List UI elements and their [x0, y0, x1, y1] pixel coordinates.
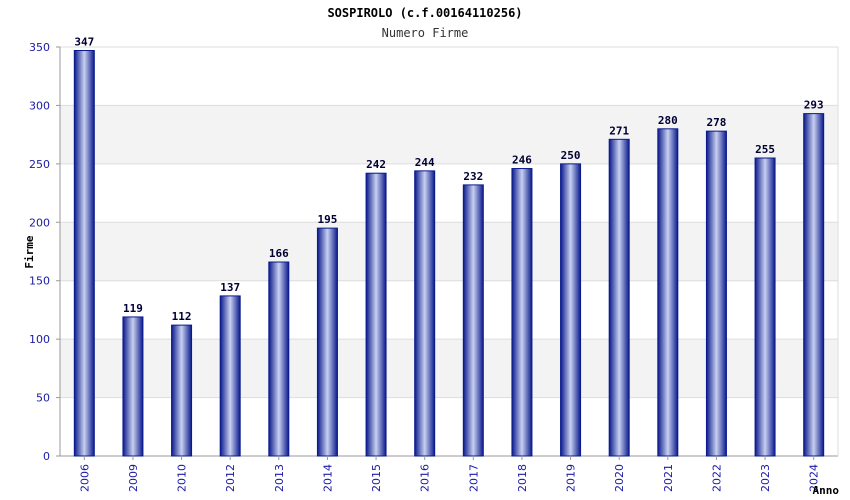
data-label: 293	[804, 99, 824, 112]
x-tick-label: 2014	[321, 464, 334, 492]
x-tick-label: 2016	[419, 464, 432, 492]
bar	[705, 130, 727, 457]
x-tick-label: 2015	[370, 464, 383, 492]
y-tick-label: 150	[29, 275, 50, 288]
data-label: 232	[463, 170, 483, 183]
data-label: 246	[512, 154, 532, 167]
y-axis-label: Firme	[23, 235, 36, 268]
data-label: 242	[366, 158, 386, 171]
bar	[657, 128, 679, 457]
data-label: 250	[561, 149, 581, 162]
x-tick-label: 2010	[176, 464, 189, 492]
data-label: 244	[415, 156, 435, 169]
x-tick-label: 2019	[565, 464, 578, 492]
bar	[560, 163, 582, 457]
bar	[73, 50, 95, 457]
bar	[365, 172, 387, 457]
x-tick-label: 2012	[224, 464, 237, 492]
x-tick-label: 2023	[759, 464, 772, 492]
y-tick-label: 200	[29, 216, 50, 229]
data-label: 278	[707, 116, 727, 129]
data-label: 166	[269, 247, 289, 260]
data-label: 119	[123, 302, 143, 315]
x-tick-label: 2009	[127, 464, 140, 492]
y-axis-ticks: 0 50 100 150 200 250 300 350	[29, 41, 60, 463]
bar	[414, 170, 436, 457]
y-tick-label: 100	[29, 333, 50, 346]
y-tick-label: 250	[29, 158, 50, 171]
chart-subtitle: Numero Firme	[382, 26, 469, 40]
x-tick-label: 2024	[808, 464, 821, 492]
x-tick-label: 2013	[273, 464, 286, 492]
data-label: 195	[318, 213, 338, 226]
chart-title: SOSPIROLO (c.f.00164110256)	[327, 6, 522, 20]
bar	[754, 157, 776, 457]
y-tick-label: 0	[43, 450, 50, 463]
x-tick-label: 2018	[516, 464, 529, 492]
data-label: 137	[220, 281, 240, 294]
bars	[73, 50, 825, 457]
x-tick-label: 2020	[613, 464, 626, 492]
bar	[268, 261, 290, 457]
x-tick-label: 2021	[662, 464, 675, 492]
x-axis-label: Anno	[813, 484, 840, 497]
x-axis-ticks: 2006 2009 2010 2012 2013 2014 2015 2016 2017 2018…	[78, 456, 821, 492]
bar	[608, 138, 630, 457]
bar	[511, 168, 533, 457]
bar	[316, 227, 338, 457]
y-tick-label: 300	[29, 99, 50, 112]
bar	[803, 113, 825, 457]
value-labels: 347 119 112 137 166 195 242 244 232 246 250 271 280 2…	[74, 36, 823, 324]
data-label: 255	[755, 143, 775, 156]
bar	[462, 184, 484, 457]
x-tick-label: 2022	[710, 464, 723, 492]
data-label: 271	[609, 124, 629, 137]
data-label: 347	[74, 36, 94, 49]
y-tick-label: 50	[36, 392, 50, 405]
x-tick-label: 2006	[78, 464, 91, 492]
x-tick-label: 2017	[467, 464, 480, 492]
bar	[122, 316, 144, 457]
data-label: 280	[658, 114, 678, 127]
bar	[171, 324, 193, 457]
y-tick-label: 350	[29, 41, 50, 54]
data-label: 112	[172, 310, 192, 323]
bar	[219, 295, 241, 457]
